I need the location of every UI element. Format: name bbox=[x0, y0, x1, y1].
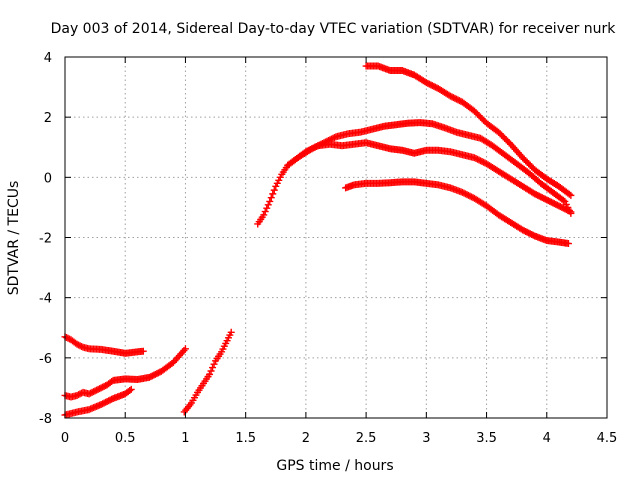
series-arc-2 bbox=[61, 345, 189, 401]
y-tick-label: 4 bbox=[44, 51, 52, 66]
y-tick-label: -4 bbox=[39, 292, 52, 307]
data-point bbox=[227, 328, 235, 336]
data-point bbox=[567, 191, 575, 199]
data-point bbox=[267, 194, 275, 202]
data-point bbox=[260, 211, 268, 219]
x-axis-label: GPS time / hours bbox=[276, 458, 393, 474]
x-tick-label: 2 bbox=[302, 431, 310, 446]
data-point bbox=[270, 186, 278, 194]
data-point bbox=[127, 385, 135, 393]
x-tick-label: 0.5 bbox=[115, 431, 136, 446]
y-tick-label: -8 bbox=[39, 412, 52, 427]
data-point bbox=[263, 204, 271, 212]
y-tick-label: 0 bbox=[44, 171, 52, 186]
x-tick-label: 2.5 bbox=[356, 431, 377, 446]
data-point bbox=[139, 347, 147, 355]
axis-ticks: 0 0.5 1 1.5 2 2.5 3 3.5 4 4.5 -8 -6 -4 -2 0 2 4 bbox=[39, 51, 617, 446]
x-tick-label: 3 bbox=[422, 431, 430, 446]
x-tick-label: 1.5 bbox=[235, 431, 256, 446]
data-point bbox=[206, 370, 214, 378]
data-point bbox=[181, 345, 189, 353]
grid bbox=[65, 57, 607, 418]
series-arc-4 bbox=[180, 328, 235, 416]
x-tick-label: 4 bbox=[543, 431, 551, 446]
x-tick-label: 4.5 bbox=[597, 431, 618, 446]
data-point bbox=[207, 367, 215, 375]
data-point bbox=[559, 196, 567, 204]
y-tick-label: -2 bbox=[39, 232, 52, 247]
data-point bbox=[567, 209, 575, 217]
data-point bbox=[261, 208, 269, 216]
y-tick-label: -6 bbox=[39, 352, 52, 367]
series-arc-1 bbox=[61, 333, 147, 357]
data-point bbox=[264, 201, 272, 209]
data-point bbox=[564, 240, 572, 248]
chart-title: Day 003 of 2014, Sidereal Day-to-day VTE… bbox=[51, 21, 617, 37]
x-tick-label: 1 bbox=[181, 431, 189, 446]
data-points bbox=[61, 62, 575, 419]
y-tick-label: 2 bbox=[44, 111, 52, 126]
data-point bbox=[210, 360, 218, 368]
data-point bbox=[269, 190, 277, 198]
x-tick-label: 3.5 bbox=[476, 431, 497, 446]
y-axis-label: SDTVAR / TECUs bbox=[6, 181, 22, 296]
data-point bbox=[565, 190, 573, 198]
data-point bbox=[209, 364, 217, 372]
x-tick-label: 0 bbox=[61, 431, 69, 446]
series-arc-8 bbox=[342, 178, 572, 248]
series-arc-7 bbox=[362, 62, 575, 199]
data-point bbox=[266, 197, 274, 205]
series-arc-3 bbox=[61, 385, 135, 419]
series-arc-6 bbox=[284, 119, 575, 217]
data-point bbox=[126, 387, 134, 395]
